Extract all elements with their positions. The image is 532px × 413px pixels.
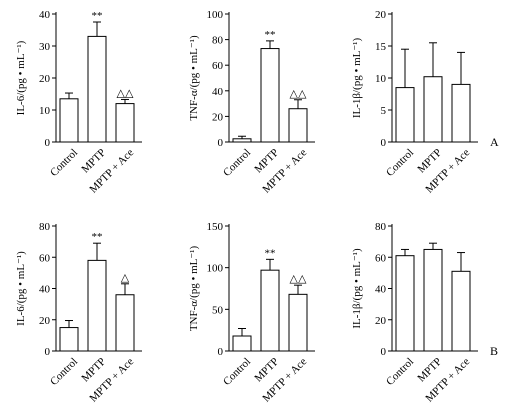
category-label: Control xyxy=(221,356,253,388)
y-tick-label: 0 xyxy=(381,346,387,358)
y-tick-label: 60 xyxy=(375,252,387,264)
bar xyxy=(115,294,135,352)
y-tick-label: 0 xyxy=(381,137,387,149)
category-label: Control xyxy=(384,356,416,388)
significance-mark: ** xyxy=(265,247,276,259)
y-axis-label: IL-6/(pg • mL⁻¹) xyxy=(15,40,27,115)
y-tick-label: 40 xyxy=(375,284,387,296)
category-label: Control xyxy=(384,147,416,179)
significance-mark: ** xyxy=(92,10,103,22)
significance-mark: △△ xyxy=(117,87,134,99)
significance-mark: △△ xyxy=(290,273,307,285)
y-axis-label: IL-1β/(pg • mL⁻¹) xyxy=(351,248,363,329)
category-label: Control xyxy=(48,356,80,388)
y-tick-label: 40 xyxy=(212,86,224,98)
bar xyxy=(232,335,252,352)
y-tick-label: 0 xyxy=(45,137,51,149)
bar xyxy=(395,255,415,352)
y-tick-label: 0 xyxy=(45,346,51,358)
y-tick-label: 10 xyxy=(375,73,387,85)
significance-mark: △△ xyxy=(290,88,307,100)
y-tick-label: 20 xyxy=(375,315,387,327)
y-tick-label: 15 xyxy=(375,41,387,53)
y-tick-label: 60 xyxy=(212,60,224,72)
row-label-b: B xyxy=(490,344,498,358)
bar xyxy=(260,48,280,143)
bar xyxy=(288,293,308,352)
y-tick-label: 50 xyxy=(212,304,224,316)
y-tick-label: 0 xyxy=(218,137,224,149)
y-tick-label: 100 xyxy=(207,263,224,275)
bar xyxy=(423,248,443,352)
significance-mark: ** xyxy=(92,231,103,243)
y-tick-label: 150 xyxy=(207,221,224,233)
bar xyxy=(115,103,135,143)
category-label: Control xyxy=(221,147,253,179)
y-tick-label: 10 xyxy=(39,105,51,117)
y-tick-label: 40 xyxy=(39,9,51,21)
bar xyxy=(451,270,471,352)
bar xyxy=(87,35,107,143)
bar xyxy=(260,269,280,352)
row-label-a: A xyxy=(490,135,499,149)
category-label: Control xyxy=(48,147,80,179)
y-tick-label: 40 xyxy=(39,284,51,296)
y-tick-label: 20 xyxy=(375,9,387,21)
bar xyxy=(87,259,107,352)
y-axis-label: TNF-α/(pg • mL⁻¹) xyxy=(188,246,200,332)
bar xyxy=(423,76,443,143)
y-axis-label: TNF-α/(pg • mL⁻¹) xyxy=(188,35,200,121)
y-tick-label: 30 xyxy=(39,41,51,53)
bar xyxy=(232,138,252,143)
y-tick-label: 60 xyxy=(39,252,51,264)
y-axis-label: IL-1β/(pg • mL⁻¹) xyxy=(351,38,363,119)
bar xyxy=(288,108,308,143)
bar xyxy=(59,327,79,352)
y-tick-label: 5 xyxy=(381,105,387,117)
y-tick-label: 80 xyxy=(375,221,387,233)
y-tick-label: 80 xyxy=(39,221,51,233)
y-axis-label: IL-6/(pg • mL⁻¹) xyxy=(15,251,27,326)
y-tick-label: 20 xyxy=(212,111,224,123)
y-tick-label: 20 xyxy=(39,73,51,85)
y-tick-label: 100 xyxy=(207,9,224,21)
y-tick-label: 0 xyxy=(218,346,224,358)
significance-mark: △ xyxy=(121,272,130,284)
y-tick-label: 20 xyxy=(39,315,51,327)
y-tick-label: 80 xyxy=(212,35,224,47)
bar xyxy=(395,87,415,143)
bar xyxy=(59,98,79,143)
significance-mark: ** xyxy=(265,29,276,41)
bar xyxy=(451,83,471,143)
